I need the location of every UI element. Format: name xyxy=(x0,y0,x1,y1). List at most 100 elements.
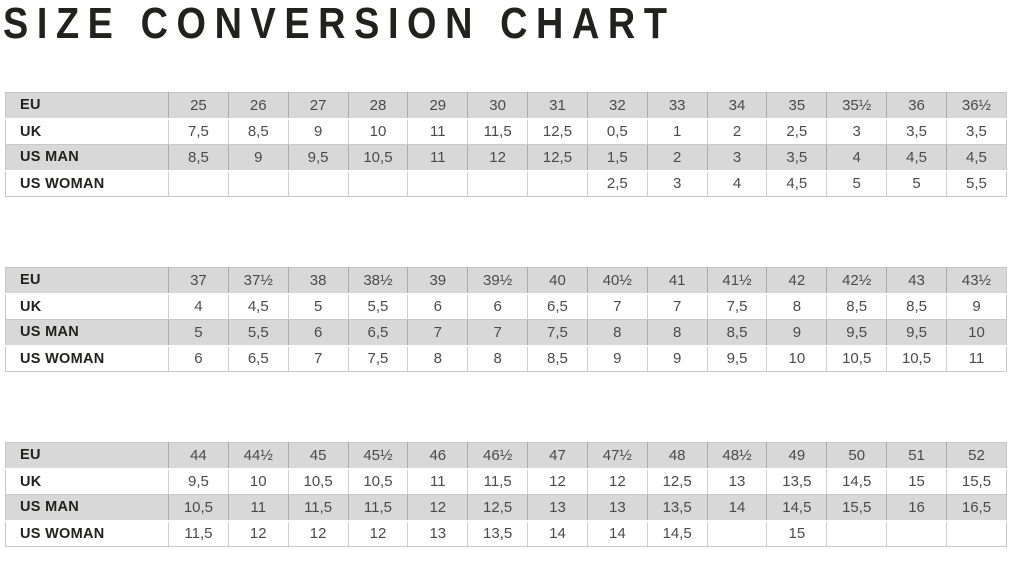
size-cell: 9,5 xyxy=(706,345,767,372)
size-cell: 5 xyxy=(826,170,887,197)
size-cell: 14 xyxy=(527,520,588,547)
size-cell: 26 xyxy=(227,92,289,120)
size-cell: 10,5 xyxy=(347,468,408,495)
size-cell: 39 xyxy=(407,267,468,295)
size-cell: 8,5 xyxy=(168,144,229,172)
size-cell: 7,5 xyxy=(168,118,229,145)
table-row: US WOMAN 6 6,5 7 7,5 8 8 8,5 9 9 9,5 10 10,5 10,5 11 xyxy=(5,345,1007,372)
size-cell: 11 xyxy=(407,118,468,145)
size-cell: 12 xyxy=(287,520,349,547)
table-row: EU 25 26 27 28 29 30 31 32 33 34 35 35½ 36 36½ xyxy=(5,92,1007,120)
size-cell xyxy=(886,520,947,547)
size-cell: 4 xyxy=(706,170,767,197)
table-row: US MAN 10,5 11 11,5 11,5 12 12,5 13 13 13,5 14 14,5… xyxy=(5,494,1007,522)
size-cell: 10,5 xyxy=(347,144,408,172)
size-cell xyxy=(168,170,229,197)
size-cell: 10,5 xyxy=(168,494,229,522)
size-cell: 2 xyxy=(646,144,708,172)
size-cell: 9 xyxy=(287,118,349,145)
size-cell: 8 xyxy=(766,293,827,320)
size-cell: 47½ xyxy=(586,442,648,470)
size-cell: 9,5 xyxy=(287,144,349,172)
size-cell: 13 xyxy=(706,468,767,495)
size-cell xyxy=(467,170,528,197)
table-row: EU 37 37½ 38 38½ 39 39½ 40 40½ 41 41½ 42 42½ 43 43½ xyxy=(5,267,1007,295)
size-cell: 2,5 xyxy=(766,118,827,145)
size-cell: 52 xyxy=(945,442,1007,470)
size-cell: 34 xyxy=(706,92,767,120)
size-cell: 2,5 xyxy=(586,170,648,197)
size-cell: 46 xyxy=(407,442,468,470)
size-cell: 14,5 xyxy=(826,468,887,495)
size-cell: 6 xyxy=(168,345,229,372)
size-cell: 9,5 xyxy=(826,319,887,347)
size-cell: 9 xyxy=(766,319,827,347)
size-cell: 12 xyxy=(347,520,408,547)
size-cell: 13 xyxy=(407,520,468,547)
size-cell: 6 xyxy=(407,293,468,320)
size-cell xyxy=(527,170,588,197)
size-cell: 12 xyxy=(407,494,468,522)
size-cell: 40 xyxy=(527,267,588,295)
size-cell: 9 xyxy=(945,293,1007,320)
size-table-eu-44-52: EU 44 44½ 45 45½ 46 46½ 47 47½ 48 48½ 49 50 51 52 UK 9,5… xyxy=(5,442,1007,547)
size-cell: 6,5 xyxy=(527,293,588,320)
size-cell: 45½ xyxy=(347,442,408,470)
size-cell: 5 xyxy=(886,170,947,197)
size-cell: 4 xyxy=(826,144,887,172)
size-cell: 12 xyxy=(527,468,588,495)
size-cell: 15,5 xyxy=(945,468,1007,495)
size-cell: 4,5 xyxy=(766,170,827,197)
size-cell: 5 xyxy=(168,319,229,347)
size-cell: 12,5 xyxy=(646,468,708,495)
size-cell: 7 xyxy=(407,319,468,347)
table-row: US WOMAN 2,5 3 4 4,5 5 5 5,5 xyxy=(5,170,1007,197)
row-label: US WOMAN xyxy=(5,170,169,197)
size-cell: 13,5 xyxy=(467,520,528,547)
size-cell: 8 xyxy=(467,345,528,372)
size-table-eu-37-43: EU 37 37½ 38 38½ 39 39½ 40 40½ 41 41½ 42 42½ 43 43½ UK 4… xyxy=(5,267,1007,372)
size-cell: 48 xyxy=(646,442,708,470)
size-cell: 1,5 xyxy=(586,144,648,172)
size-cell: 8,5 xyxy=(706,319,767,347)
size-cell: 37 xyxy=(168,267,229,295)
size-cell: 7 xyxy=(586,293,648,320)
size-cell: 2 xyxy=(706,118,767,145)
size-cell: 7 xyxy=(467,319,528,347)
size-cell: 30 xyxy=(467,92,528,120)
row-label: EU xyxy=(5,92,169,120)
size-cell: 6,5 xyxy=(347,319,408,347)
size-cell: 29 xyxy=(407,92,468,120)
size-cell: 3,5 xyxy=(766,144,827,172)
size-cell: 42 xyxy=(766,267,827,295)
size-cell: 44½ xyxy=(227,442,289,470)
size-cell: 11 xyxy=(227,494,289,522)
row-label: US MAN xyxy=(5,319,169,347)
size-cell xyxy=(706,520,767,547)
size-cell: 8,5 xyxy=(227,118,289,145)
size-cell: 4 xyxy=(168,293,229,320)
table-row: US WOMAN 11,5 12 12 12 13 13,5 14 14 14,5 15 xyxy=(5,520,1007,547)
size-cell: 12 xyxy=(467,144,528,172)
size-cell: 3,5 xyxy=(886,118,947,145)
size-cell: 7,5 xyxy=(706,293,767,320)
size-cell: 3 xyxy=(706,144,767,172)
size-cell: 4,5 xyxy=(227,293,289,320)
size-cell: 7 xyxy=(287,345,349,372)
size-cell: 33 xyxy=(646,92,708,120)
size-cell: 12 xyxy=(227,520,289,547)
row-label: US MAN xyxy=(5,494,169,522)
size-cell xyxy=(227,170,289,197)
size-cell: 9 xyxy=(646,345,708,372)
row-label: UK xyxy=(5,118,169,145)
size-cell: 47 xyxy=(527,442,588,470)
size-cell: 5 xyxy=(287,293,349,320)
size-cell: 35 xyxy=(766,92,827,120)
size-cell: 10,5 xyxy=(886,345,947,372)
table-row: UK 9,5 10 10,5 10,5 11 11,5 12 12 12,5 13 13,5 14,5 1… xyxy=(5,468,1007,495)
row-label: US MAN xyxy=(5,144,169,172)
size-cell: 40½ xyxy=(586,267,648,295)
size-cell: 49 xyxy=(766,442,827,470)
size-cell: 4,5 xyxy=(945,144,1007,172)
